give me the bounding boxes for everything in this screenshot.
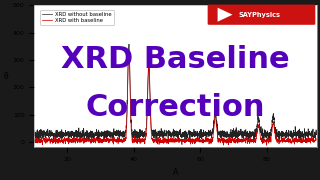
- XRD without baseline: [127, 43, 131, 45]
- Text: Correction: Correction: [86, 93, 265, 122]
- XRD with baseline: [127, 50, 131, 52]
- XRD with baseline: [47, 139, 51, 141]
- Line: XRD without baseline: XRD without baseline: [34, 44, 316, 141]
- XRD with baseline: [307, 139, 310, 141]
- XRD without baseline: [170, 136, 173, 138]
- XRD with baseline: [32, 140, 36, 142]
- XRD without baseline: [307, 132, 310, 134]
- XRD without baseline: [255, 127, 259, 129]
- X-axis label: A: A: [173, 168, 178, 177]
- Legend: XRD without baseline, XRD with baseline: XRD without baseline, XRD with baseline: [40, 10, 114, 25]
- XRD without baseline: [162, 131, 166, 134]
- Line: XRD with baseline: XRD with baseline: [34, 51, 316, 145]
- XRD with baseline: [307, 138, 310, 140]
- XRD without baseline: [188, 140, 192, 142]
- XRD with baseline: [265, 144, 268, 146]
- XRD with baseline: [255, 134, 259, 137]
- XRD with baseline: [162, 138, 166, 140]
- Y-axis label: θ: θ: [4, 72, 8, 81]
- XRD with baseline: [170, 140, 173, 142]
- XRD without baseline: [307, 135, 310, 137]
- Text: SAYPhysics: SAYPhysics: [238, 12, 281, 18]
- XRD without baseline: [315, 134, 318, 136]
- XRD with baseline: [315, 138, 318, 140]
- Text: XRD Baseline: XRD Baseline: [61, 45, 290, 74]
- XRD without baseline: [47, 132, 51, 134]
- XRD without baseline: [32, 129, 36, 132]
